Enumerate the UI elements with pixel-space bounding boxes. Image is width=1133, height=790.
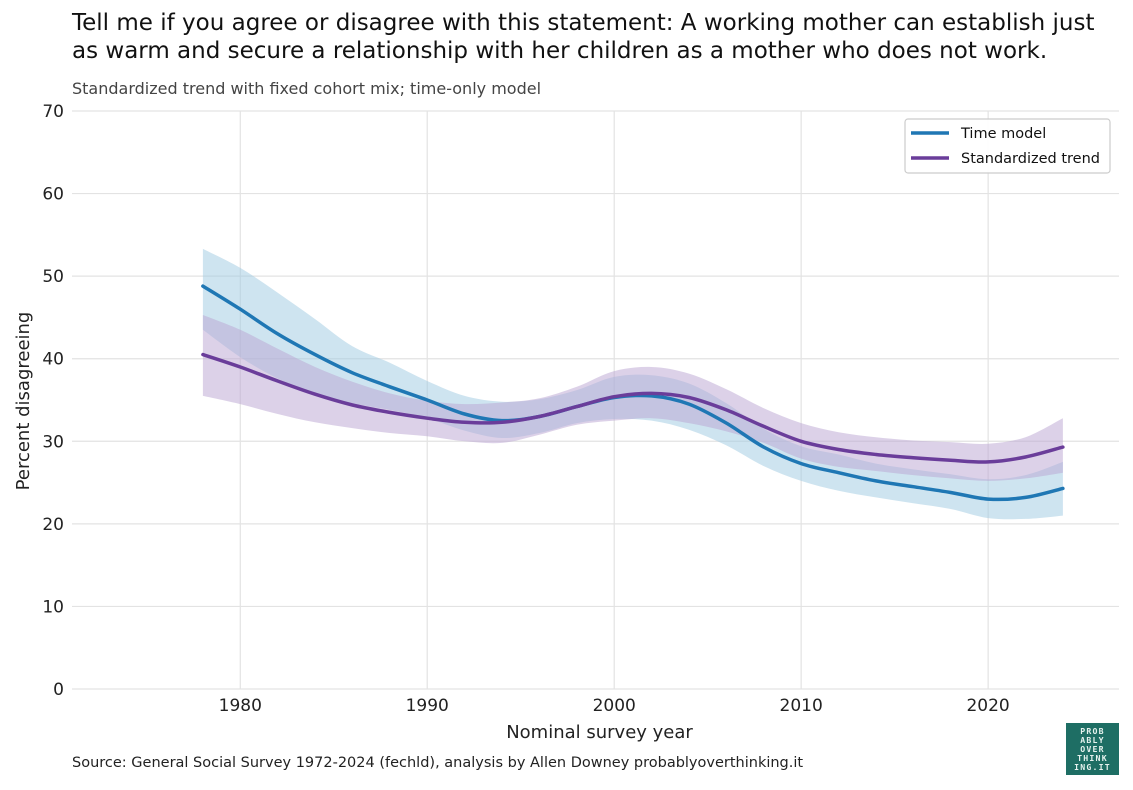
y-tick-label: 70 (42, 102, 64, 122)
standardized-trend-legend-label: Standardized trend (961, 151, 1100, 167)
time-model-legend-label: Time model (960, 126, 1046, 142)
source-note: Source: General Social Survey 1972-2024 … (72, 755, 804, 771)
y-axis-label: Percent disagreeing (13, 312, 34, 491)
y-tick-label: 20 (42, 515, 64, 535)
x-tick-label: 1980 (219, 696, 262, 716)
legend-box (904, 118, 1111, 174)
probably-overthinking-it-logo: PROB ABLY OVER THINK ING.IT (1066, 723, 1119, 775)
x-tick-label: 2010 (780, 696, 823, 716)
y-tick-label: 30 (42, 432, 64, 452)
y-tick-label: 10 (42, 597, 64, 617)
y-tick-label: 40 (42, 350, 64, 370)
standardized-trend-confidence-band (202, 315, 1063, 481)
logo-text-line: OVER (1080, 743, 1105, 754)
standardized-trend-line (201, 352, 1065, 464)
logo-text-line: ABLY (1080, 734, 1105, 745)
x-tick-label: 2020 (966, 696, 1009, 716)
x-tick-label: 1990 (406, 696, 449, 716)
logo-text-line: ING.IT (1074, 761, 1111, 772)
x-axis-label: Nominal survey year (506, 722, 693, 743)
logo-text-line: PROB (1080, 725, 1105, 736)
y-tick-label: 0 (53, 680, 64, 700)
y-tick-label: 50 (42, 267, 64, 287)
logo-text-line: THINK (1077, 752, 1108, 763)
chart-title: Tell me if you agree or disagree with th… (72, 10, 1095, 64)
x-tick-label: 2000 (593, 696, 636, 716)
y-tick-label: 60 (42, 185, 64, 205)
chart-subtitle: Standardized trend with fixed cohort mix… (72, 79, 542, 98)
